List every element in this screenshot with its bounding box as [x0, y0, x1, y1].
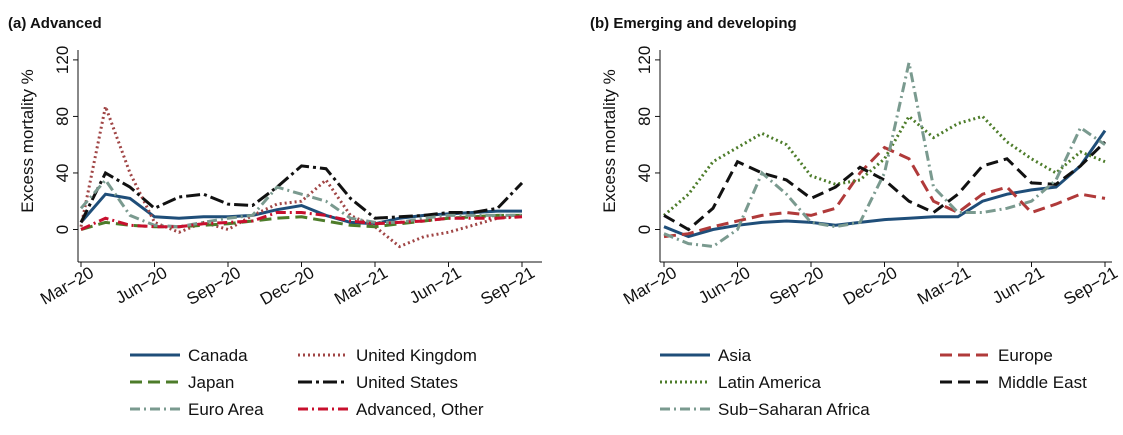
x-tick-label: Jun−20: [695, 263, 753, 308]
x-tick-label: Sep−20: [183, 263, 244, 309]
x-tick-label: Sep−21: [477, 263, 538, 309]
legend-label: Advanced, Other: [356, 400, 484, 419]
x-tick-label: Dec−20: [257, 263, 318, 309]
legend-label: Japan: [188, 373, 234, 392]
y-tick-label: 40: [53, 163, 72, 182]
series-line: [79, 164, 524, 224]
chart-title: (b) Emerging and developing: [590, 15, 797, 32]
x-tick-label: Mar−20: [620, 263, 680, 309]
y-tick-label: 0: [635, 225, 654, 234]
y-axis-label: Excess mortality %: [18, 69, 37, 213]
y-tick-label: 0: [53, 225, 72, 234]
x-tick-label: Sep−21: [1060, 263, 1121, 309]
y-tick-label: 80: [635, 107, 654, 126]
series-line: [663, 114, 1106, 217]
x-tick-label: Jun−21: [406, 263, 464, 308]
x-tick-label: Jun−20: [112, 263, 170, 308]
series-line: [663, 62, 1106, 249]
x-tick-label: Mar−21: [331, 263, 391, 309]
chart-title: (a) Advanced: [8, 15, 102, 32]
series-line: [663, 129, 1107, 239]
legend-label: Europe: [998, 346, 1053, 365]
series-line: [79, 101, 523, 249]
legend-label: Sub−Saharan Africa: [718, 400, 870, 419]
series-line: [79, 177, 522, 229]
y-tick-label: 40: [635, 163, 654, 182]
series-line: [80, 211, 523, 231]
legend-label: United Kingdom: [356, 346, 477, 365]
x-tick-label: Jun−21: [989, 263, 1047, 308]
series-line: [663, 140, 1107, 232]
series-line: [663, 145, 1106, 239]
legend-label: Latin America: [718, 373, 822, 392]
legend-label: Middle East: [998, 373, 1087, 392]
y-tick-label: 120: [635, 46, 654, 74]
legend-label: Canada: [188, 346, 248, 365]
x-tick-label: Mar−20: [37, 263, 97, 309]
legend-label: Euro Area: [188, 400, 264, 419]
x-tick-label: Mar−21: [914, 263, 974, 309]
y-axis-label: Excess mortality %: [600, 69, 619, 213]
legend-label: Asia: [718, 346, 752, 365]
x-tick-label: Sep−20: [766, 263, 827, 309]
x-tick-label: Dec−20: [840, 263, 901, 309]
y-tick-label: 120: [53, 46, 72, 74]
legend-label: United States: [356, 373, 458, 392]
y-tick-label: 80: [53, 107, 72, 126]
